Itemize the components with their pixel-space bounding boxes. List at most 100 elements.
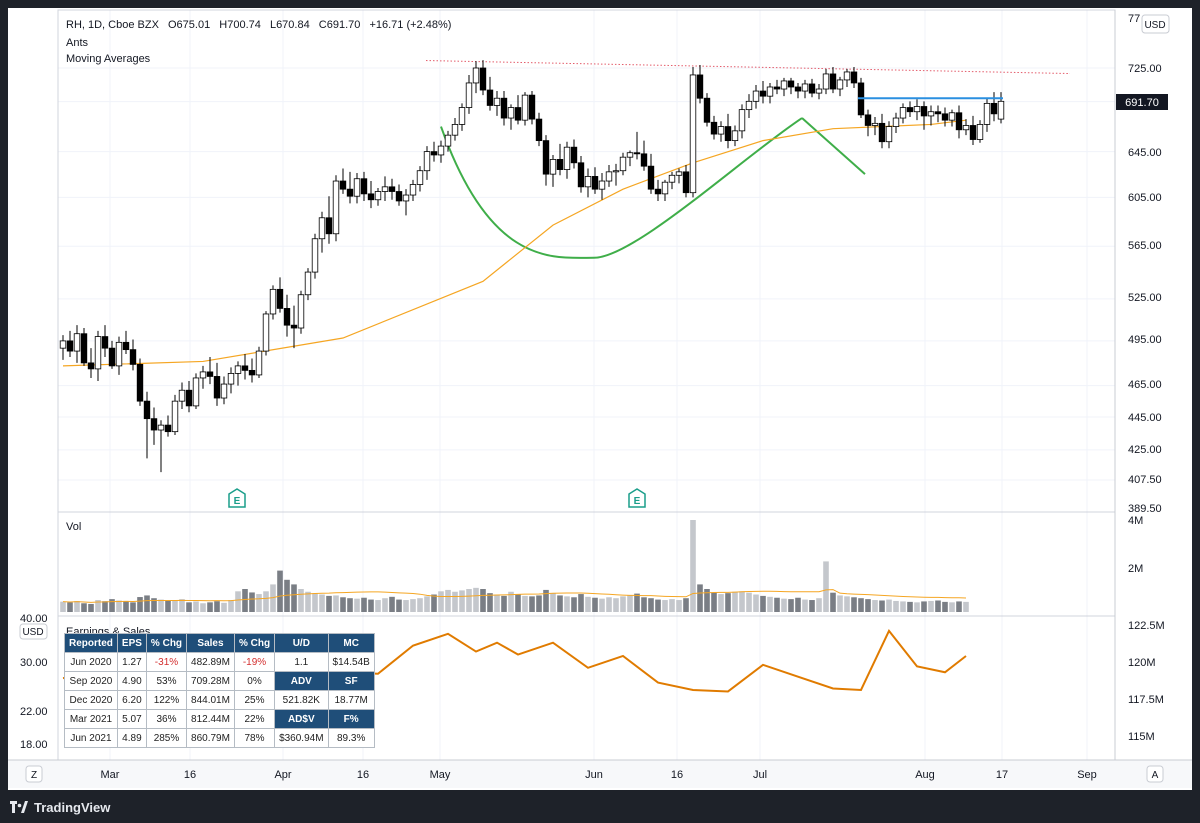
price-scale[interactable]: 77 725.00 645.00 605.00 565.00 525.00 495.00 46… xyxy=(1128,13,1162,515)
volume-bar xyxy=(697,584,703,612)
candle-body xyxy=(955,112,963,131)
volume-bar xyxy=(67,602,73,612)
candle-body xyxy=(374,191,382,201)
volume-bar xyxy=(606,597,612,612)
auto-scale-button[interactable] xyxy=(1146,765,1164,783)
candle-body xyxy=(164,424,172,433)
candle-body xyxy=(892,117,900,127)
zoom-z-button[interactable] xyxy=(25,765,43,783)
earnings-sales-table: Reported EPS % Chg Sales % Chg U/D MC Ju… xyxy=(64,633,375,748)
volume-bar xyxy=(403,600,409,612)
volume-bar xyxy=(522,595,528,612)
table-cell: -31% xyxy=(145,652,188,672)
last-price-label: 691.70 xyxy=(1125,97,1159,109)
volume-bar xyxy=(858,598,864,612)
indicator-ants-label[interactable]: Ants xyxy=(66,37,89,49)
volume-label[interactable]: Vol xyxy=(66,521,81,533)
legend-open-key: O xyxy=(168,19,177,31)
legend-low: 670.84 xyxy=(276,19,310,31)
volume-bar xyxy=(165,600,171,612)
legend-symbol-line[interactable]: RH, 1D, Cboe BZX O675.01 H700.74 L670.84… xyxy=(66,19,451,31)
volume-bar xyxy=(599,598,605,612)
volume-bar xyxy=(732,591,738,612)
time-tick-label: 16 xyxy=(184,769,196,781)
table-cell: 482.89M xyxy=(186,652,235,672)
table-row: Dec 2020 6.20 122% 844.01M 25% 521.82K 18.77M xyxy=(64,690,375,710)
cup-with-handle-drawing[interactable] xyxy=(440,117,866,259)
volume-bar xyxy=(228,600,234,612)
price-tick-label: 407.50 xyxy=(1128,474,1162,486)
candle-body xyxy=(199,371,207,379)
candle-body xyxy=(493,97,501,106)
earnings-marker-label: E xyxy=(234,496,241,507)
volume-bar xyxy=(648,598,654,612)
rs-tick: 122.5M xyxy=(1128,620,1165,632)
volume-bar xyxy=(361,597,367,612)
volume-bar xyxy=(753,594,759,612)
candle-body xyxy=(703,97,711,123)
candle-body xyxy=(626,152,634,158)
candle-body xyxy=(997,100,1005,120)
price-tick-label: 645.00 xyxy=(1128,147,1162,159)
handle-line xyxy=(801,117,866,175)
candle-body xyxy=(318,217,326,240)
volume-bar xyxy=(823,561,829,612)
legend-close-key: C xyxy=(319,19,327,31)
volume-bar xyxy=(347,598,353,612)
volume-bar xyxy=(291,584,297,612)
time-scale[interactable]: Mar 16 Apr 16 May Jun 16 Jul Aug 17 Sep xyxy=(101,769,1097,781)
earnings-marker[interactable]: E xyxy=(228,488,246,508)
table-cell: Mar 2021 xyxy=(64,709,118,729)
candle-body xyxy=(794,86,802,92)
table-cell: 709.28M xyxy=(186,671,235,691)
volume-bar xyxy=(767,596,773,612)
candle-body xyxy=(710,121,718,135)
candle-body xyxy=(430,151,438,156)
price-tick-label: 565.00 xyxy=(1128,240,1162,252)
volume-tick-2m: 2M xyxy=(1128,563,1143,575)
volume-bar xyxy=(60,601,66,612)
volume-bar xyxy=(284,579,290,612)
column-header: % Chg xyxy=(145,633,188,653)
candle-body xyxy=(157,424,165,431)
volume-bar xyxy=(109,599,115,612)
candle-body xyxy=(850,71,858,84)
time-axis[interactable] xyxy=(8,760,1192,788)
volume-bar xyxy=(872,600,878,612)
candle-body xyxy=(927,111,935,117)
candle-body xyxy=(724,126,732,142)
candle-body xyxy=(878,122,886,143)
candle-body xyxy=(675,171,683,176)
table-cell: 89.3% xyxy=(327,728,375,748)
volume-bar xyxy=(487,593,493,612)
volume-bar xyxy=(389,596,395,612)
candle-body xyxy=(171,400,179,433)
candle-body xyxy=(136,363,144,402)
candle-body xyxy=(332,180,340,235)
left-currency-button[interactable] xyxy=(19,623,48,640)
volume-average-line xyxy=(62,589,967,603)
volume-bar xyxy=(536,595,542,612)
indicator-moving-averages-label[interactable]: Moving Averages xyxy=(66,53,151,65)
earnings-marker[interactable]: E xyxy=(628,488,646,508)
volume-bar xyxy=(193,601,199,612)
currency-button[interactable] xyxy=(1141,14,1170,34)
candle-body xyxy=(395,191,403,202)
candle-body xyxy=(829,73,837,90)
table-cell: $14.54B xyxy=(327,652,375,672)
candle-body xyxy=(437,145,445,156)
volume-bar xyxy=(312,593,318,612)
candle-body xyxy=(542,140,550,175)
volume-bar xyxy=(788,599,794,612)
volume-bar xyxy=(851,597,857,612)
candle-body xyxy=(451,124,459,136)
table-cell: 812.44M xyxy=(186,709,235,729)
candle-body xyxy=(759,90,767,97)
candle-body xyxy=(745,100,753,111)
table-cell: Sep 2020 xyxy=(64,671,118,691)
candle-body xyxy=(528,94,536,120)
volume-bar xyxy=(501,595,507,612)
volume-bar xyxy=(774,597,780,612)
resistance-line[interactable] xyxy=(425,60,1071,75)
